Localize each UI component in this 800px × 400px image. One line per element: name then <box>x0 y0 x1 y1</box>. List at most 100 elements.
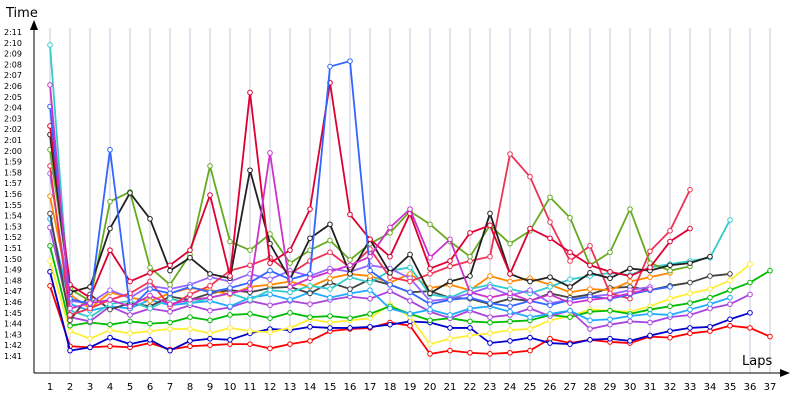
data-point <box>287 297 293 303</box>
data-point <box>727 287 733 293</box>
data-point <box>587 243 593 249</box>
data-point <box>147 320 153 327</box>
data-point <box>467 294 473 301</box>
data-point <box>267 287 273 293</box>
data-point <box>767 333 773 340</box>
y-tick-label: 1:52 <box>4 233 22 242</box>
x-tick-label: 16 <box>344 382 357 393</box>
data-point <box>107 247 113 253</box>
data-point <box>527 225 533 232</box>
data-point <box>87 314 93 320</box>
data-point <box>687 186 693 193</box>
y-tick-label: 2:00 <box>4 147 22 156</box>
data-point <box>67 347 73 354</box>
data-point <box>247 247 253 253</box>
data-point <box>547 284 553 290</box>
data-point <box>487 351 493 357</box>
data-point <box>647 319 653 326</box>
data-point <box>307 324 313 330</box>
data-point <box>447 335 453 342</box>
x-tick-label: 30 <box>624 382 637 393</box>
data-point <box>107 225 113 232</box>
data-point <box>207 294 213 301</box>
data-point <box>167 290 173 297</box>
data-point <box>587 270 593 276</box>
data-point <box>247 311 253 317</box>
data-point <box>647 248 653 255</box>
data-point <box>47 82 53 88</box>
y-tick-label: 1:47 <box>4 287 22 296</box>
data-point <box>527 334 533 341</box>
data-point <box>607 249 613 256</box>
data-point <box>647 311 653 317</box>
data-point <box>667 267 673 274</box>
data-point <box>587 297 593 303</box>
data-point <box>707 253 713 260</box>
data-point <box>727 217 733 223</box>
data-point <box>247 297 253 303</box>
data-point <box>167 301 173 307</box>
data-point <box>167 326 173 332</box>
data-point <box>687 225 693 232</box>
data-point <box>127 278 133 285</box>
data-point <box>287 247 293 253</box>
data-point <box>307 290 313 297</box>
data-point <box>667 295 673 302</box>
data-point <box>687 325 693 331</box>
data-point <box>327 249 333 256</box>
data-point <box>567 289 573 296</box>
data-point <box>307 314 313 320</box>
data-point <box>547 311 553 317</box>
data-point <box>147 278 153 285</box>
data-point <box>547 291 553 298</box>
x-tick-label: 19 <box>404 382 417 393</box>
data-point <box>587 262 593 269</box>
data-point <box>507 303 513 310</box>
data-point <box>227 290 233 297</box>
series-line <box>49 60 671 310</box>
data-point <box>567 258 573 264</box>
data-point <box>127 190 133 196</box>
data-point <box>307 283 313 289</box>
y-tick-label: 1:46 <box>4 298 22 307</box>
data-point <box>267 281 273 288</box>
series-line <box>49 195 671 310</box>
data-point <box>127 341 133 347</box>
data-point <box>607 307 613 314</box>
data-point <box>627 278 633 285</box>
y-tick-label: 1:48 <box>4 276 22 285</box>
data-point <box>567 300 573 306</box>
data-point <box>347 257 353 263</box>
data-point <box>387 224 393 231</box>
x-tick-label: 15 <box>324 382 337 393</box>
data-point <box>687 312 693 318</box>
y-tick-label: 1:43 <box>4 330 22 339</box>
x-tick-label: 12 <box>264 382 277 393</box>
y-tick-labels: 1:41 1:42 1:431:44 1:45 1:46 1:47 1:481:49 1:50… <box>4 28 22 361</box>
x-tick-label: 8 <box>187 382 193 393</box>
x-tick-labels: 1 2 3 4 5 6 7 8 9 10 11 12 13 14 15 16 17 18 19 20 21 22 23 24 2… <box>47 382 777 393</box>
data-point <box>747 310 753 316</box>
data-point <box>187 254 193 261</box>
data-point <box>527 305 533 312</box>
data-point <box>187 343 193 350</box>
data-point <box>367 253 373 260</box>
x-tick-label: 36 <box>744 382 757 393</box>
x-tick-label: 31 <box>644 382 657 393</box>
data-point <box>407 264 413 271</box>
data-point <box>127 303 133 310</box>
data-point <box>347 211 353 218</box>
data-point <box>47 283 53 289</box>
y-tick-label: 1:55 <box>4 201 22 210</box>
data-point <box>427 265 433 272</box>
x-tick-label: 26 <box>544 382 557 393</box>
data-point <box>67 328 73 334</box>
y-tick-label: 1:41 <box>4 352 22 361</box>
data-point <box>507 308 513 315</box>
data-point <box>467 318 473 325</box>
data-point <box>67 305 73 312</box>
data-point <box>107 334 113 341</box>
y-tick-label: 1:49 <box>4 266 22 275</box>
data-point <box>607 268 613 275</box>
data-point <box>287 325 293 331</box>
